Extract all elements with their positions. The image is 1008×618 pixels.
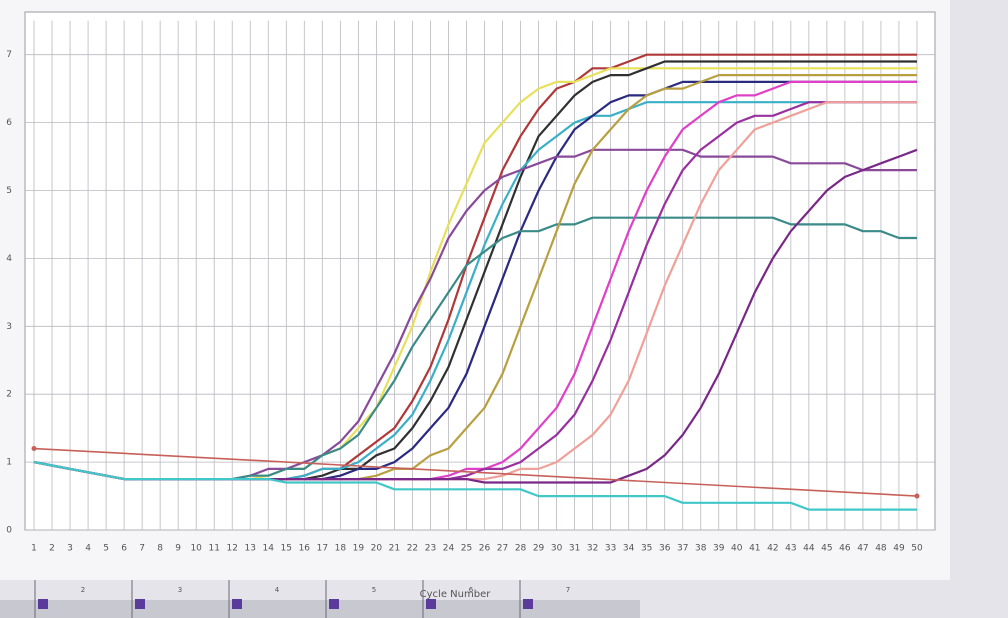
x-tick-label: 3: [67, 544, 73, 554]
x-tick-label: 46: [839, 544, 851, 554]
x-tick-label: 9: [175, 544, 181, 554]
x-axis-label: Cycle Number: [420, 589, 492, 600]
x-tick-label: 6: [121, 544, 127, 554]
x-tick-label: 35: [641, 544, 652, 554]
x-tick-label: 29: [533, 544, 545, 554]
strip-label: 4: [275, 586, 280, 594]
plot-area: [25, 12, 935, 530]
x-tick-label: 38: [695, 544, 707, 554]
screen: Cycle Number 234567 12345678910111213141…: [0, 0, 1008, 618]
x-tick-label: 26: [479, 544, 491, 554]
well-marker: [135, 599, 145, 609]
x-tick-label: 24: [443, 544, 455, 554]
x-tick-label: 15: [281, 544, 292, 554]
y-tick-label: 1: [6, 458, 12, 468]
strip-label: 3: [178, 586, 182, 594]
x-tick-label: 14: [263, 544, 275, 554]
x-tick-label: 47: [857, 544, 868, 554]
x-tick-label: 22: [407, 544, 418, 554]
x-tick-label: 50: [911, 544, 923, 554]
x-tick-label: 48: [875, 544, 887, 554]
x-tick-label: 7: [139, 544, 145, 554]
x-tick-label: 12: [227, 544, 238, 554]
x-tick-label: 42: [767, 544, 778, 554]
y-tick-label: 5: [6, 186, 12, 196]
x-tick-label: 10: [190, 544, 202, 554]
x-tick-label: 30: [551, 544, 563, 554]
x-tick-label: 32: [587, 544, 598, 554]
x-tick-label: 39: [713, 544, 725, 554]
y-tick-label: 7: [6, 50, 12, 60]
x-tick-label: 11: [208, 544, 219, 554]
x-tick-label: 40: [731, 544, 743, 554]
x-tick-label: 44: [803, 544, 815, 554]
strip-label: 2: [81, 586, 85, 594]
x-tick-label: 2: [49, 544, 55, 554]
x-tick-label: 31: [569, 544, 580, 554]
x-tick-label: 16: [299, 544, 311, 554]
strip-label: 6: [469, 586, 474, 594]
x-tick-label: 28: [515, 544, 527, 554]
well-marker: [232, 599, 242, 609]
threshold-handle: [32, 446, 37, 451]
x-tick-label: 20: [371, 544, 383, 554]
well-marker: [329, 599, 339, 609]
x-tick-label: 17: [317, 544, 328, 554]
x-tick-label: 19: [353, 544, 365, 554]
x-tick-label: 13: [245, 544, 256, 554]
y-tick-label: 3: [6, 322, 12, 332]
y-tick-label: 4: [6, 254, 12, 264]
threshold-handle: [914, 494, 919, 499]
y-tick-label: 6: [6, 118, 12, 128]
x-tick-label: 41: [749, 544, 760, 554]
x-tick-label: 27: [497, 544, 508, 554]
x-tick-label: 4: [85, 544, 91, 554]
well-marker: [523, 599, 533, 609]
x-tick-label: 5: [103, 544, 109, 554]
well-marker: [38, 599, 48, 609]
x-tick-label: 1: [31, 544, 37, 554]
x-tick-label: 34: [623, 544, 635, 554]
x-tick-label: 36: [659, 544, 671, 554]
x-tick-label: 33: [605, 544, 616, 554]
x-tick-label: 45: [821, 544, 832, 554]
strip-label: 7: [566, 586, 570, 594]
x-tick-label: 18: [335, 544, 347, 554]
y-tick-label: 2: [6, 390, 12, 400]
x-tick-label: 25: [461, 544, 472, 554]
well-marker: [426, 599, 436, 609]
x-tick-label: 37: [677, 544, 688, 554]
x-tick-label: 43: [785, 544, 796, 554]
strip-label: 5: [372, 586, 376, 594]
x-tick-label: 21: [389, 544, 400, 554]
y-tick-label: 0: [6, 526, 12, 536]
x-tick-label: 49: [893, 544, 905, 554]
x-tick-label: 8: [157, 544, 163, 554]
plate-strip: [0, 600, 640, 618]
x-tick-label: 23: [425, 544, 436, 554]
